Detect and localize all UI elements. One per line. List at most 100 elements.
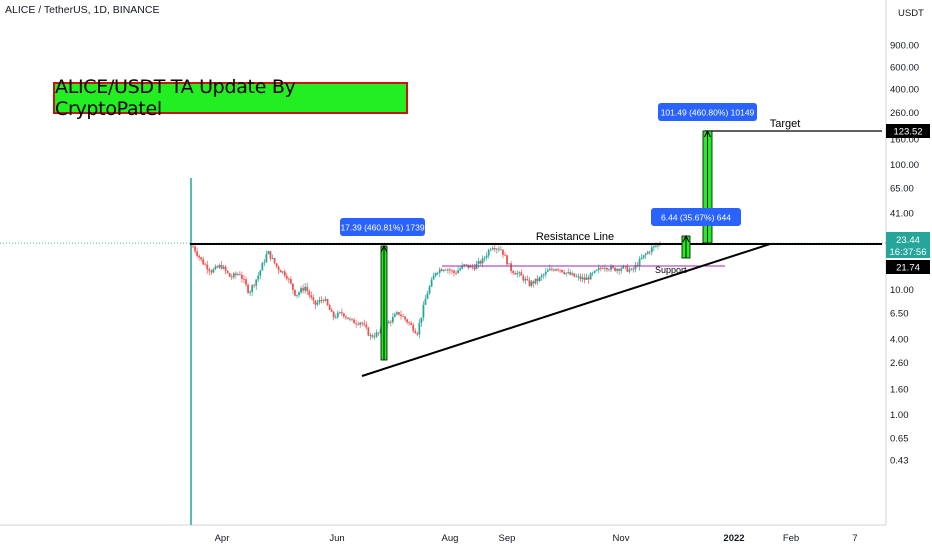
candle-body: [530, 281, 533, 286]
candle-body: [493, 247, 496, 250]
measure-bar-1-arrowhead: [380, 244, 388, 253]
candle-body: [597, 267, 600, 270]
candle-body: [475, 263, 478, 270]
candle-body: [595, 269, 598, 271]
measure-box: [340, 218, 425, 236]
x-tick-label: 7: [852, 533, 857, 544]
candle-body: [550, 268, 553, 270]
candle-body: [340, 312, 343, 314]
y-tick-label: 1.60: [890, 384, 909, 395]
candle-body: [579, 276, 582, 280]
candle-body: [506, 255, 508, 265]
candle-body: [463, 264, 466, 266]
y-tick-label: 6.50: [890, 308, 909, 319]
candle-body: [534, 278, 537, 284]
x-tick-label: Feb: [783, 533, 799, 544]
candle-body: [357, 323, 360, 325]
candle-body: [243, 278, 245, 280]
y-tick-label: 10.00: [890, 285, 914, 296]
y-unit-label: USDT: [898, 8, 924, 19]
y-tick-label: 2.60: [890, 358, 909, 369]
candle-body: [320, 300, 323, 301]
candle-body: [581, 277, 584, 280]
candle-body: [520, 272, 523, 276]
candle-body: [548, 268, 551, 271]
candle-body: [446, 269, 449, 271]
candle-body: [553, 269, 555, 271]
candle-body: [361, 322, 364, 324]
candle-body: [591, 272, 594, 274]
candle-body: [410, 323, 413, 325]
candle-body: [204, 264, 207, 266]
countdown-label: 16:37:56: [890, 247, 927, 258]
candle-body: [330, 309, 333, 312]
candle-body: [557, 269, 559, 271]
candle-body: [526, 279, 529, 280]
candle-body: [318, 300, 321, 303]
candle-body: [200, 257, 203, 260]
candle-body: [216, 266, 219, 268]
candle-body: [502, 249, 504, 255]
level-price-tag: [886, 260, 930, 274]
candle-body: [438, 269, 441, 273]
candle-body: [412, 324, 415, 331]
candle-body: [251, 285, 254, 292]
candle-body: [536, 278, 539, 281]
candle-body: [400, 314, 402, 317]
candle-body: [451, 270, 453, 272]
candle-body: [206, 264, 209, 270]
candle-body: [261, 263, 264, 271]
measure-box-label: 6.44 (35.67%) 644: [661, 213, 731, 223]
candle-body: [587, 277, 590, 280]
candle-body: [285, 275, 288, 279]
candle-body: [271, 258, 274, 259]
candle-body: [561, 269, 563, 273]
candle-body: [616, 269, 619, 271]
candle-body: [614, 267, 616, 271]
target-label: Target: [770, 118, 801, 130]
candle-body: [457, 270, 459, 274]
candle-body: [224, 266, 227, 271]
candle-body: [542, 274, 545, 276]
candle-body: [442, 269, 445, 272]
candle-body: [304, 286, 307, 291]
candle-body: [510, 263, 513, 272]
x-tick-label: Jun: [329, 533, 344, 544]
candle-body: [393, 314, 396, 317]
candle-body: [626, 265, 629, 272]
candle-body: [342, 313, 345, 317]
candle-body: [396, 312, 398, 315]
candle-body: [532, 281, 535, 284]
candle-body: [559, 269, 561, 271]
candle-body: [214, 266, 217, 270]
candle-body: [347, 317, 349, 320]
candle-body: [538, 277, 541, 281]
candle-body: [465, 264, 468, 266]
candle-body: [650, 247, 653, 253]
candle-body: [287, 278, 290, 280]
y-tick-label: 4.00: [890, 335, 909, 346]
candle-body: [563, 272, 566, 274]
candle-body: [273, 258, 276, 264]
candle-body: [569, 272, 572, 275]
support-label: Support: [655, 265, 687, 275]
candle-body: [618, 269, 621, 271]
candle-body: [275, 263, 278, 267]
candle-body: [371, 335, 374, 337]
measure-box: [658, 103, 757, 121]
y-tick-label: 1.00: [890, 410, 909, 421]
x-tick-label: Aug: [442, 533, 459, 544]
candle-body: [416, 333, 419, 335]
candle-body: [257, 275, 260, 280]
y-tick-label: 100.00: [890, 160, 919, 171]
candle-body: [328, 305, 331, 310]
candle-body: [477, 261, 480, 264]
candle-body: [575, 276, 578, 278]
candle-body: [375, 332, 378, 337]
candle-body: [489, 249, 492, 251]
candle-body: [440, 269, 443, 272]
y-tick-label: 900.00: [890, 41, 919, 52]
candle-body: [652, 246, 655, 248]
